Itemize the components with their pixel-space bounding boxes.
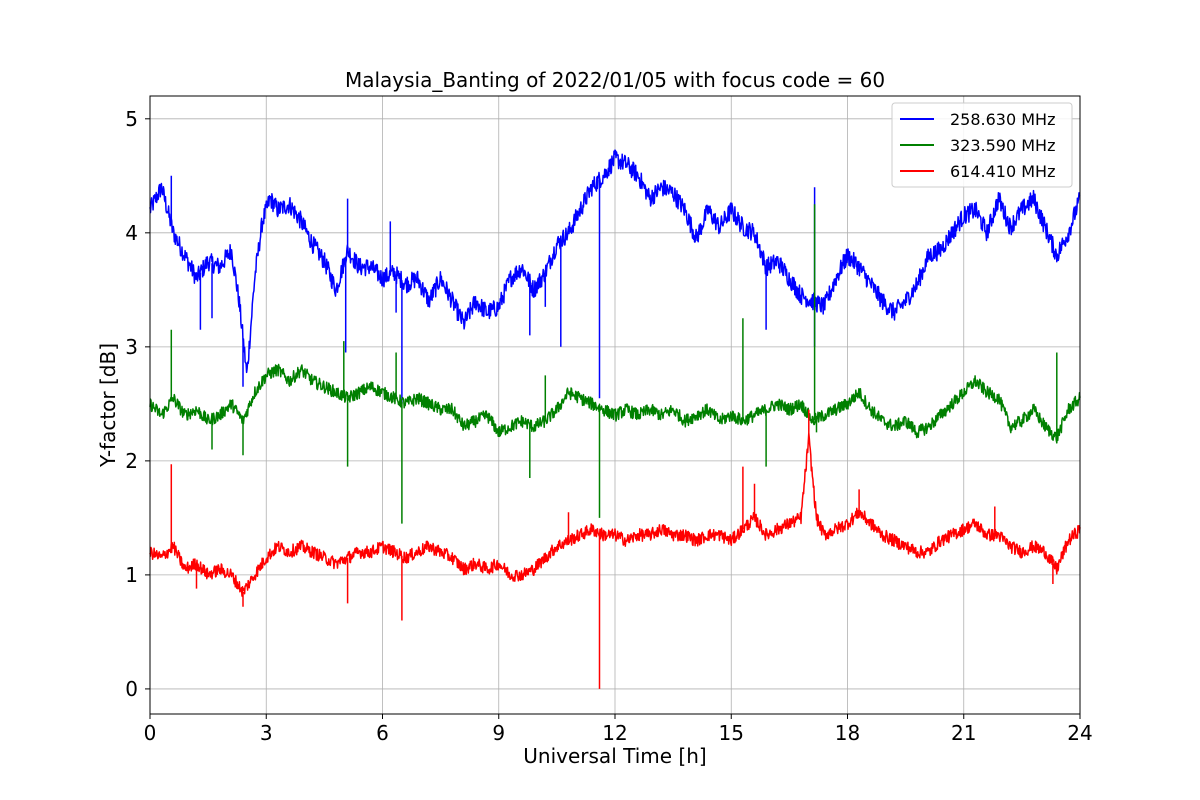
series-line-614-410-mhz (149, 409, 1081, 689)
y-tick-label: 1 (125, 563, 138, 587)
y-axis-ticks: 0 1 2 3 4 5 (125, 107, 150, 701)
x-tick-label: 15 (719, 721, 744, 745)
y-tick-label: 2 (125, 449, 138, 473)
x-tick-label: 21 (951, 721, 976, 745)
x-tick-label: 6 (376, 721, 389, 745)
y-axis-label: Y-factor [dB] (96, 343, 120, 468)
legend: 258.630 MHz 323.590 MHz 614.410 MHz (891, 102, 1073, 188)
y-tick-label: 5 (125, 107, 138, 131)
series-group (149, 149, 1081, 689)
y-tick-label: 4 (125, 221, 138, 245)
chart-title: Malaysia_Banting of 2022/01/05 with focu… (345, 68, 885, 92)
x-tick-label: 12 (602, 721, 627, 745)
legend-box (891, 102, 1073, 188)
x-tick-label: 18 (835, 721, 860, 745)
x-axis-label: Universal Time [h] (523, 744, 706, 768)
x-tick-label: 0 (144, 721, 157, 745)
legend-label: 614.410 MHz (950, 162, 1055, 181)
x-axis-ticks: 0 3 6 9 12 15 18 21 24 (144, 714, 1093, 745)
legend-label: 323.590 MHz (950, 136, 1055, 155)
y-tick-label: 0 (125, 677, 138, 701)
series-line-323-590-mhz (149, 204, 1081, 524)
x-tick-label: 3 (260, 721, 273, 745)
x-tick-label: 24 (1067, 721, 1092, 745)
y-tick-label: 3 (125, 335, 138, 359)
legend-label: 258.630 MHz (950, 110, 1055, 129)
x-tick-label: 9 (492, 721, 505, 745)
